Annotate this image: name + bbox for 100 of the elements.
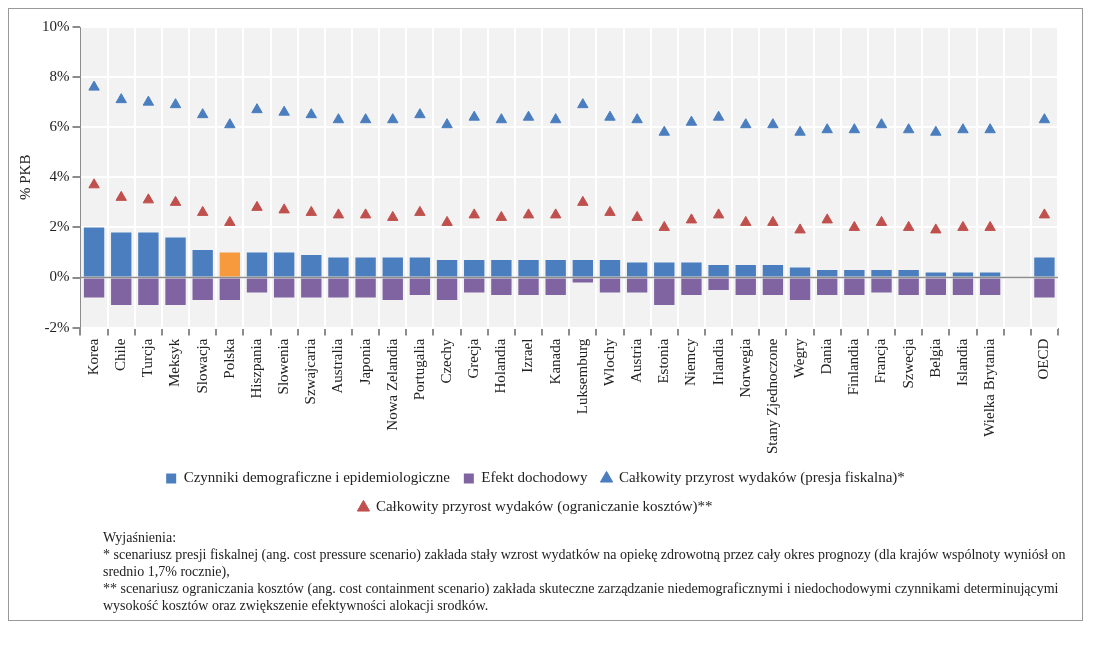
x-tick-label: Dania bbox=[818, 338, 835, 375]
y-tick-label: -2% bbox=[44, 318, 70, 335]
point bbox=[468, 208, 480, 219]
point bbox=[821, 123, 833, 134]
x-tick-label: Grecja bbox=[465, 338, 482, 379]
point bbox=[604, 110, 616, 121]
point bbox=[577, 195, 589, 206]
point bbox=[740, 215, 752, 226]
x-tick-label: Australia bbox=[329, 338, 346, 394]
x-tick-label: Polska bbox=[220, 338, 237, 379]
point bbox=[794, 223, 806, 234]
point bbox=[88, 178, 100, 189]
x-tick-label: Japonia bbox=[356, 338, 373, 385]
point bbox=[88, 80, 100, 91]
point bbox=[196, 108, 209, 119]
x-tick-label: Stany Zjednoczone bbox=[763, 338, 780, 455]
point bbox=[169, 195, 182, 206]
x-tick-label: Wlochy bbox=[600, 338, 617, 387]
y-tick-label: 2% bbox=[49, 218, 70, 235]
point bbox=[984, 220, 996, 231]
y-tick-label: 8% bbox=[49, 68, 70, 85]
point bbox=[577, 98, 589, 109]
x-tick-label: Portugalia bbox=[410, 338, 427, 401]
y-tick-label: 4% bbox=[49, 168, 70, 185]
x-tick-label: Slowacja bbox=[193, 338, 210, 394]
x-tick-label: Hiszpania bbox=[247, 338, 264, 399]
point bbox=[767, 215, 779, 226]
point bbox=[930, 125, 942, 136]
legend-label: Czynniki demograficzne i epidemiologiczne bbox=[183, 469, 451, 486]
point bbox=[468, 110, 480, 121]
x-tick-label: OECD bbox=[1035, 338, 1052, 380]
point bbox=[251, 200, 263, 211]
point bbox=[549, 113, 562, 124]
point bbox=[387, 210, 399, 221]
y-tick-label: 0% bbox=[49, 268, 70, 285]
point bbox=[821, 213, 833, 224]
x-tick-label: Wielka Brytania bbox=[981, 338, 998, 437]
legend-label: Całkowity przyrost wydaków (ograniczanie kosztów)** bbox=[375, 498, 713, 516]
point bbox=[902, 123, 915, 134]
text: * scenariusz presji fiskalnej (ang. cost pressure scenario) zakłada stały wzrost wydatków na opiekę zdrowotną przez cały okres prognozy (dla krajów wspólnoty wyniósł on srednio 1,7% rocznie), bbox=[103, 546, 1067, 580]
x-tick-label: Wegry bbox=[790, 338, 807, 379]
x-tick-label: Irlandia bbox=[709, 338, 726, 386]
point bbox=[115, 93, 127, 104]
x-tick-label: Slowenia bbox=[275, 338, 292, 395]
point bbox=[740, 118, 752, 129]
x-tick-label: Estonia bbox=[655, 338, 672, 384]
point bbox=[495, 210, 508, 221]
point bbox=[414, 205, 426, 216]
point bbox=[658, 220, 670, 231]
point bbox=[441, 118, 453, 129]
x-tick-label: Nowa Zelandia bbox=[383, 338, 400, 431]
point bbox=[685, 115, 698, 126]
x-tick-label: Finlandia bbox=[845, 338, 862, 396]
x-tick-label: Holandia bbox=[492, 338, 509, 394]
x-tick-label: Islandia bbox=[953, 338, 970, 387]
y-tick-label: 10% bbox=[42, 17, 70, 34]
point bbox=[549, 208, 562, 219]
point bbox=[522, 110, 535, 121]
point bbox=[359, 208, 372, 219]
legend-label: Całkowity przyrost wydaków (presja fiskalna)* bbox=[619, 469, 905, 487]
text: Wyjaśnienia: bbox=[103, 529, 178, 546]
x-tick-label: Norwegia bbox=[736, 338, 753, 398]
x-tick-label: Szwecja bbox=[899, 338, 916, 389]
point bbox=[224, 118, 236, 129]
point bbox=[631, 113, 643, 124]
point bbox=[604, 205, 616, 216]
point bbox=[957, 123, 969, 134]
x-tick-label: Czechy bbox=[438, 338, 454, 384]
point bbox=[875, 215, 888, 226]
point bbox=[1038, 113, 1051, 124]
point bbox=[305, 205, 317, 216]
x-tick-label: Kanada bbox=[546, 338, 563, 385]
x-tick-label: Izrael bbox=[519, 338, 536, 373]
point bbox=[685, 213, 698, 224]
y-tick-label: 6% bbox=[49, 118, 70, 135]
point bbox=[631, 210, 643, 221]
point bbox=[414, 108, 426, 119]
point bbox=[984, 123, 996, 134]
x-tick-label: Francja bbox=[872, 338, 889, 384]
point bbox=[387, 113, 399, 124]
point bbox=[1038, 208, 1051, 219]
x-tick-label: Korea bbox=[85, 338, 102, 376]
point bbox=[305, 108, 317, 119]
point bbox=[251, 103, 263, 114]
x-tick-label: Luksemburg bbox=[573, 338, 590, 415]
point bbox=[115, 190, 127, 201]
text: ** scenariusz ograniczania kosztów (ang. cost containment scenario) zakłada skuteczne zarządzanie niedemograficznymi i niedochodowymi czynnikami determinującymi wysokość kosztów oraz zwiększenie efektywności alokacji srodków. bbox=[103, 580, 1060, 614]
x-tick-label: Turcja bbox=[139, 338, 156, 378]
y-axis-title: % PKB bbox=[16, 154, 33, 201]
x-tick-label: Belgia bbox=[926, 338, 943, 378]
x-tick-label: Austria bbox=[628, 338, 645, 383]
point bbox=[930, 223, 942, 234]
point bbox=[196, 205, 209, 216]
point bbox=[902, 220, 915, 231]
point bbox=[224, 215, 236, 226]
point bbox=[957, 220, 969, 231]
point bbox=[142, 193, 155, 204]
point bbox=[142, 95, 155, 106]
point bbox=[332, 113, 345, 124]
point bbox=[848, 123, 861, 134]
